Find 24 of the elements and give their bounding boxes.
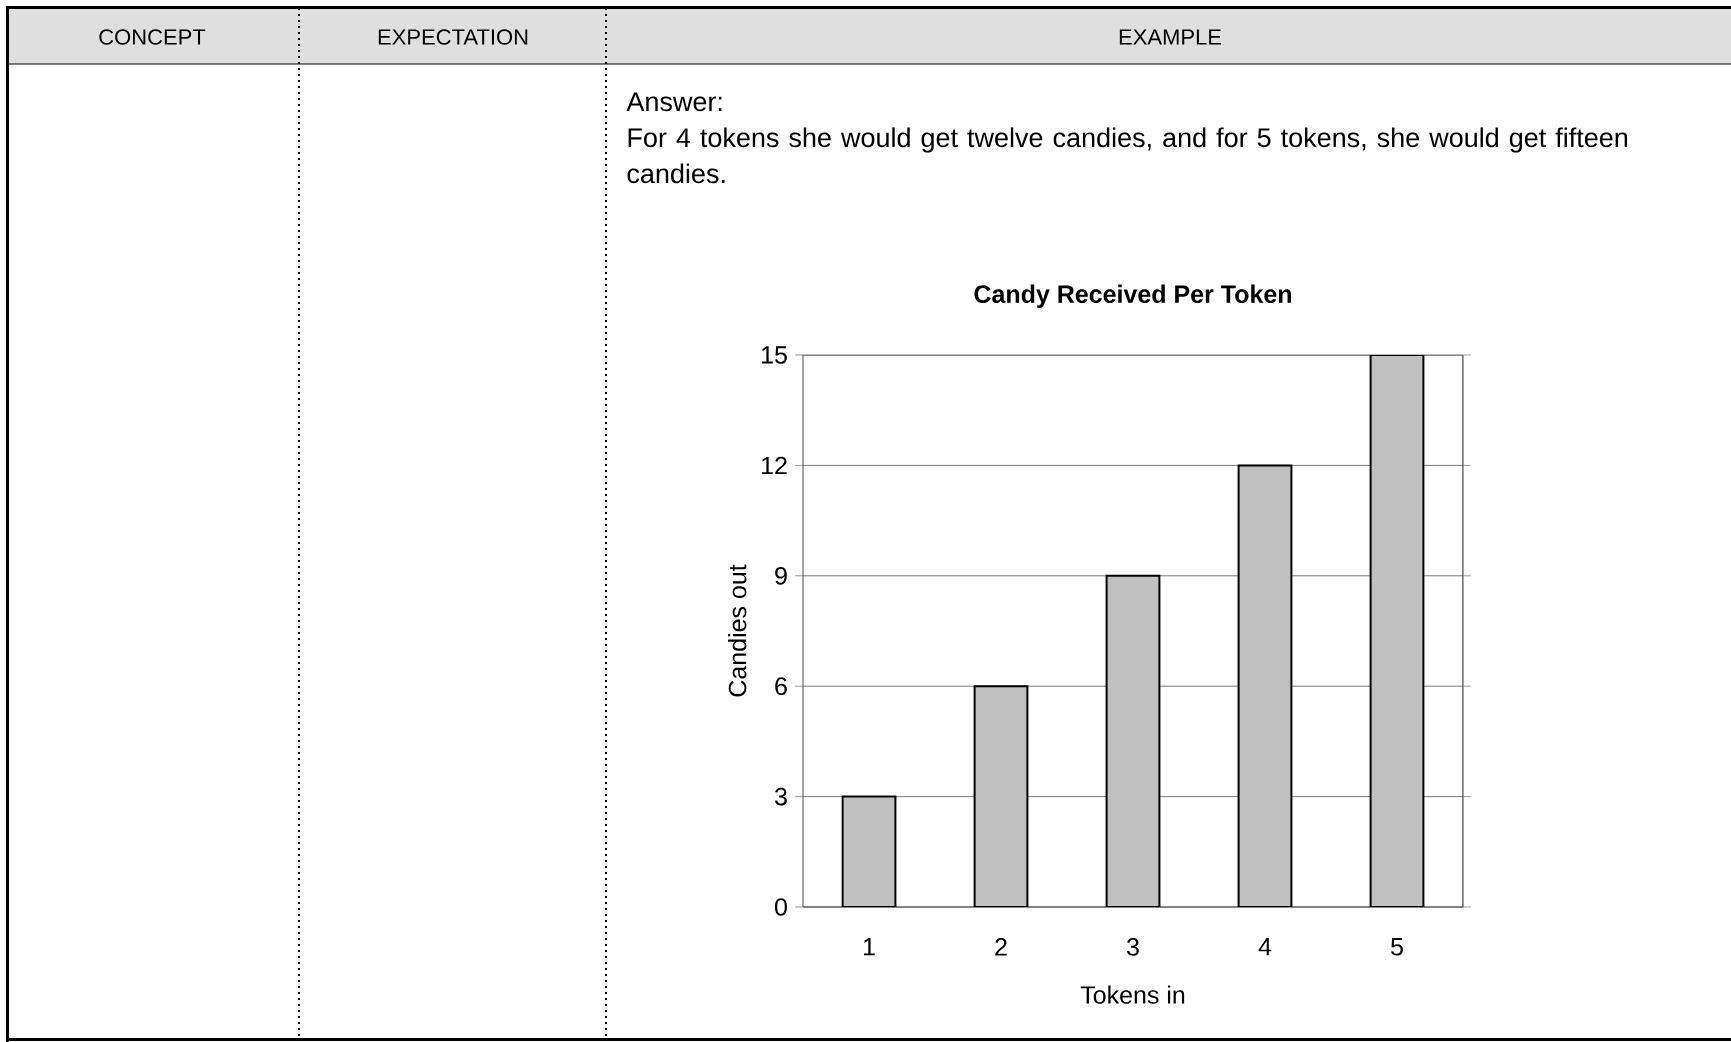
- x-tick-label: 3: [1126, 938, 1139, 956]
- y-tick-label: 6: [775, 677, 787, 696]
- bar: [1369, 355, 1425, 907]
- y-tick-label: 0: [775, 898, 787, 916]
- y-tick-label: 9: [775, 566, 787, 585]
- bar: [1105, 574, 1161, 907]
- bar: [973, 685, 1029, 907]
- x-tick-label: 1: [863, 938, 875, 956]
- x-tick-label: 5: [1391, 938, 1403, 956]
- x-tick-label: 2: [995, 938, 1007, 956]
- chart-title: Candy Received Per Token: [974, 284, 1291, 308]
- text: For 4 tokens she would get twelve candies, and for 5 tokens, she would get fifteen candies.: [627, 127, 1628, 184]
- text: CONCEPT: [99, 29, 206, 45]
- y-tick-label: 12: [762, 456, 787, 475]
- y-tick-label: 15: [762, 346, 787, 364]
- text: EXPECTATION: [378, 29, 528, 45]
- y-tick-label: 3: [774, 787, 787, 806]
- x-tick-label: 4: [1258, 938, 1272, 956]
- bar: [1237, 464, 1293, 907]
- text: Answer:: [626, 92, 722, 112]
- y-axis-title: Candies out: [728, 564, 747, 697]
- x-axis-title: Tokens in: [1080, 985, 1185, 1004]
- text: EXAMPLE: [1119, 29, 1221, 45]
- bar: [841, 795, 897, 907]
